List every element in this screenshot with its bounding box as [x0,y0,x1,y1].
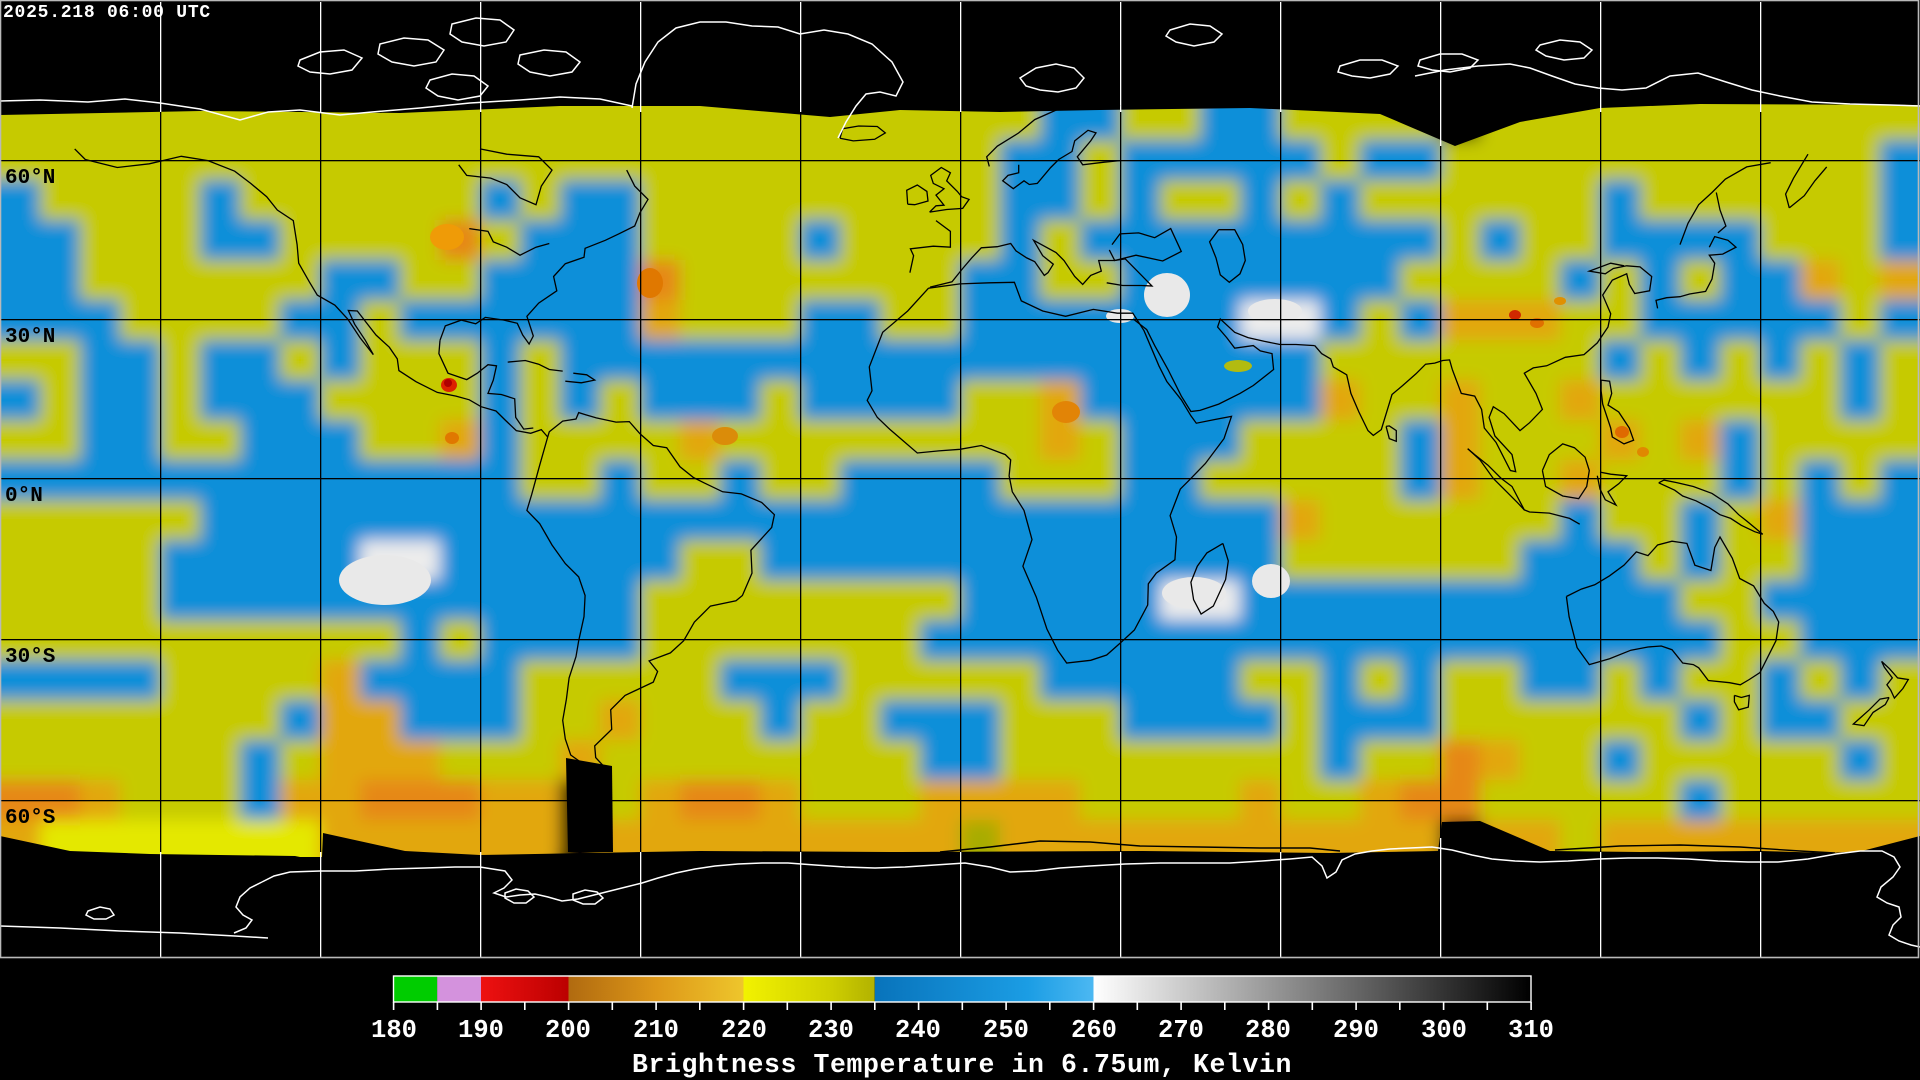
svg-text:310: 310 [1508,1016,1554,1045]
svg-text:Brightness Temperature in 6.75: Brightness Temperature in 6.75um, Kelvin [632,1050,1292,1080]
svg-text:270: 270 [1158,1016,1204,1045]
svg-text:180: 180 [371,1016,417,1045]
svg-text:220: 220 [721,1016,767,1045]
svg-text:0°N: 0°N [5,485,43,508]
svg-text:30°S: 30°S [5,646,55,669]
svg-text:250: 250 [983,1016,1029,1045]
svg-text:210: 210 [633,1016,679,1045]
svg-text:200: 200 [545,1016,591,1045]
svg-text:230: 230 [808,1016,854,1045]
svg-text:280: 280 [1245,1016,1291,1045]
svg-text:190: 190 [458,1016,504,1045]
svg-text:30°N: 30°N [5,326,55,349]
svg-text:290: 290 [1333,1016,1379,1045]
svg-text:2025.218 06:00 UTC: 2025.218 06:00 UTC [3,3,211,23]
svg-text:60°N: 60°N [5,167,55,190]
svg-text:260: 260 [1071,1016,1117,1045]
svg-text:60°S: 60°S [5,807,55,830]
svg-text:300: 300 [1421,1016,1467,1045]
svg-text:240: 240 [895,1016,941,1045]
